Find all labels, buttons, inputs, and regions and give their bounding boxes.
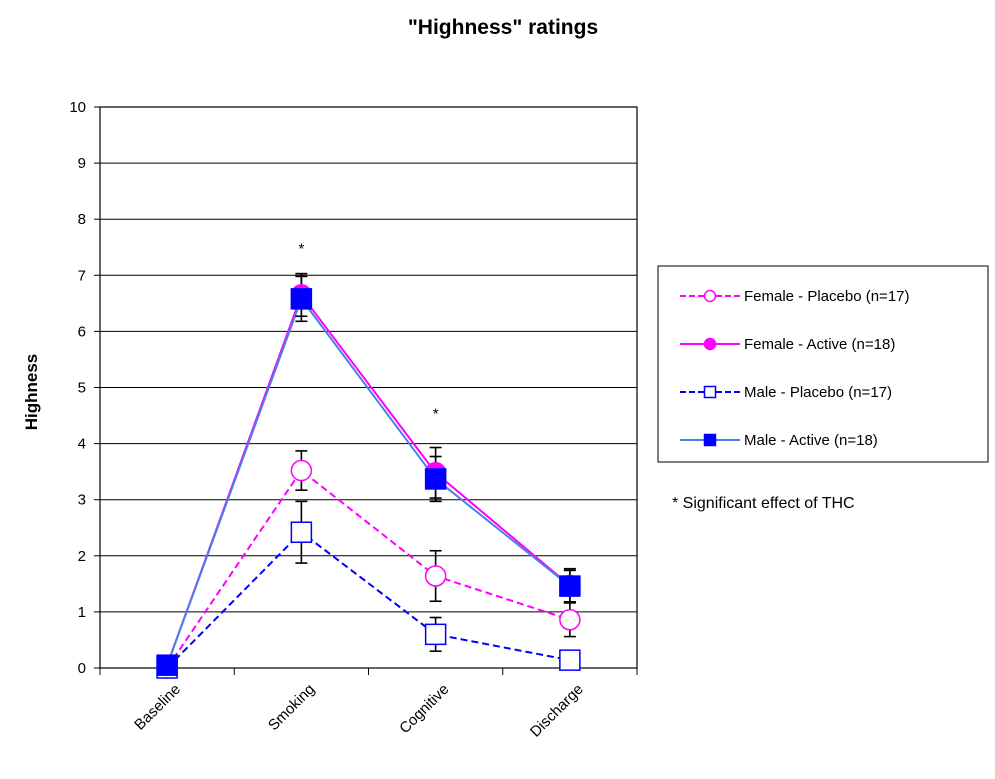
y-tick-label: 5: [78, 380, 86, 397]
y-tick-label: 2: [78, 548, 86, 565]
open-circle-marker: [424, 565, 447, 587]
legend-label: Male - Placebo (n=17): [744, 384, 892, 401]
significance-marker: *: [433, 406, 439, 423]
open-circle-marker: [703, 289, 717, 303]
significance-marker: *: [298, 240, 304, 257]
filled-square-marker: [424, 468, 447, 490]
filled-square-marker: [290, 288, 313, 310]
legend-label: Female - Active (n=18): [744, 336, 895, 353]
filled-square-marker: [703, 433, 717, 447]
open-square-marker: [559, 649, 581, 671]
filled-square-marker: [156, 654, 178, 676]
y-axis-label: Highness: [22, 354, 41, 431]
filled-circle-marker: [703, 337, 717, 351]
open-square-marker: [424, 623, 447, 646]
y-tick-label: 6: [78, 323, 86, 340]
y-tick-label: 1: [78, 604, 86, 621]
y-tick-label: 4: [78, 436, 86, 453]
legend-label: Male - Active (n=18): [744, 432, 878, 449]
x-tick-label: Smoking: [265, 681, 318, 734]
y-tick-label: 3: [78, 492, 86, 509]
y-tick-label: 8: [78, 211, 86, 228]
open-circle-marker: [559, 609, 581, 631]
x-tick-label: Discharge: [527, 681, 587, 741]
filled-square-marker: [559, 575, 581, 597]
series-line: [166, 469, 571, 669]
x-tick-label: Baseline: [131, 681, 184, 734]
open-square-marker: [703, 385, 717, 399]
open-circle-marker: [290, 459, 313, 482]
y-tick-label: 9: [78, 155, 86, 172]
y-tick-label: 7: [78, 267, 86, 284]
chart-title: "Highness" ratings: [408, 16, 598, 39]
series-line: [166, 530, 571, 669]
y-tick-label: 10: [69, 99, 86, 116]
y-tick-label: 0: [78, 660, 86, 677]
x-tick-label: Cognitive: [396, 681, 452, 737]
open-square-marker: [290, 521, 313, 543]
plot-area: 0 1 2 3 4 5 6 7 8 9 10 Baseline Smoking Cognitive Disc…: [69, 99, 638, 741]
series-line: [166, 296, 571, 666]
significance-note: * Significant effect of THC: [672, 495, 855, 512]
legend-label: Female - Placebo (n=17): [744, 288, 910, 305]
legend: Female - Placebo (n=17) Female - Active (…: [657, 265, 989, 463]
